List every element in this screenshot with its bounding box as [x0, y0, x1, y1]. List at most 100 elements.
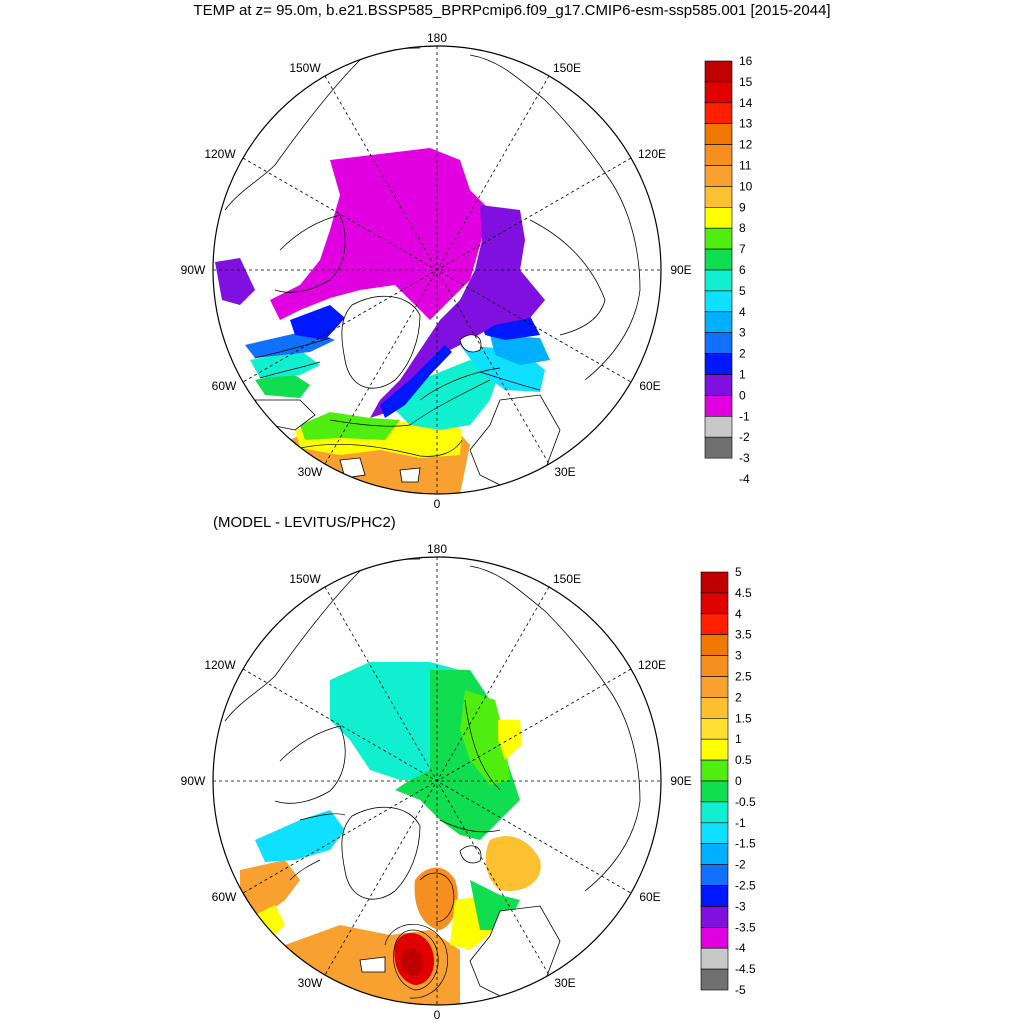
- top-lbl-60e: 60E: [639, 379, 660, 393]
- top-colorbar-label-15: 1: [739, 368, 746, 382]
- top-colorbar-label-9: 7: [739, 242, 746, 256]
- bottom-colorbar-box-11: [700, 801, 729, 824]
- bottom-colorbar-box-19: [700, 968, 729, 991]
- bot-lbl-120e: 120E: [638, 658, 666, 672]
- bottom-colorbar-label-12: -1: [735, 816, 746, 830]
- bottom-colorbar-box-6: [700, 697, 729, 719]
- bottom-colorbar-label-0: 5: [735, 565, 742, 579]
- top-colorbar-box-17: [704, 415, 733, 438]
- bottom-colorbar-label-16: -3: [735, 899, 746, 913]
- top-colorbar-box-0: [704, 60, 733, 83]
- top-arctic-magenta: [270, 148, 490, 320]
- bot-lbl-90e: 90E: [670, 774, 691, 788]
- top-lbl-120e: 120E: [638, 147, 666, 161]
- bot-lbl-60e: 60E: [639, 890, 660, 904]
- bottom-colorbar-box-5: [700, 676, 729, 698]
- bottom-colorbar-label-1: 4.5: [735, 586, 752, 600]
- top-lbl-120w: 120W: [204, 147, 236, 161]
- bottom-colorbar-label-5: 2.5: [735, 670, 752, 684]
- top-colorbar-label-1: 15: [739, 75, 753, 89]
- bottom-colorbar-box-8: [700, 738, 729, 761]
- bottom-colorbar-box-12: [700, 822, 729, 844]
- bottom-colorbar-box-15: [700, 885, 729, 907]
- top-arctic-purple: [370, 205, 545, 418]
- top-colorbar-box-5: [704, 165, 733, 187]
- bot-norwegian-orange: [414, 867, 458, 930]
- top-colorbar-label-19: -3: [739, 451, 750, 465]
- bottom-colorbar-box-9: [700, 759, 729, 782]
- top-colorbar-label-10: 6: [739, 263, 746, 277]
- bot-lbl-150w: 150W: [289, 572, 321, 586]
- top-colorbar-box-1: [704, 81, 733, 104]
- top-colorbar-label-18: -2: [739, 430, 750, 444]
- bot-atlantic-darkred: [401, 947, 423, 976]
- top-colorbar-label-12: 4: [739, 305, 746, 319]
- bottom-colorbar-box-2: [700, 613, 729, 635]
- bottom-colorbar-label-8: 1: [735, 732, 742, 746]
- top-lbl-180: 180: [427, 31, 447, 45]
- bottom-colorbar-box-1: [700, 592, 729, 615]
- top-lbl-90e: 90E: [670, 263, 691, 277]
- top-colorbar-label-6: 10: [739, 179, 753, 193]
- bottom-colorbar-label-20: -5: [735, 983, 746, 997]
- plot-title: TEMP at z= 95.0m, b.e21.BSSP585_BPRPcmip…: [193, 2, 831, 19]
- difference-subtitle: (MODEL - LEVITUS/PHC2): [213, 514, 396, 531]
- bot-lon-labels: 180 0 90W 90E 150W 150E 120W 120E 60W 60…: [181, 542, 692, 1022]
- top-barents-blue: [490, 335, 550, 365]
- bot-lbl-180: 180: [427, 542, 447, 556]
- bot-arctic-yellowgreen: [460, 690, 510, 785]
- top-colorbar-label-13: 3: [739, 326, 746, 340]
- bottom-colorbar-box-14: [700, 864, 729, 886]
- bot-lbl-120w: 120W: [204, 658, 236, 672]
- top-lbl-150w: 150W: [289, 61, 321, 75]
- top-baffin-darkblue: [290, 305, 345, 340]
- top-colorbar-label-3: 13: [739, 117, 753, 131]
- top-colorbar-label-0: 16: [739, 54, 753, 68]
- top-labrador-cyan: [250, 350, 320, 378]
- top-colorbar-box-7: [704, 207, 733, 229]
- bottom-colorbar-label-3: 3.5: [735, 628, 752, 642]
- bot-graticule: [213, 557, 661, 1005]
- top-colorbar-label-14: 2: [739, 347, 746, 361]
- top-colorbar-label-8: 8: [739, 221, 746, 235]
- top-land: [254, 295, 561, 491]
- top-colorbar-box-8: [704, 227, 733, 250]
- top-colorbar-label-4: 12: [739, 138, 753, 152]
- top-colorbar-label-11: 5: [739, 284, 746, 298]
- bottom-colorbar-label-6: 2: [735, 690, 742, 704]
- bottom-colorbar-box-13: [700, 843, 729, 865]
- top-colorbar-box-18: [704, 436, 733, 459]
- top-map: 180 0 90W 90E 150W 150E 120W 120E 60W 60…: [181, 31, 692, 511]
- top-colorbar-box-10: [704, 269, 733, 292]
- bot-lbl-90w: 90W: [181, 774, 206, 788]
- top-lbl-0: 0: [434, 497, 441, 511]
- bot-contours: [289, 699, 501, 999]
- bottom-colorbar-label-2: 4: [735, 607, 742, 621]
- top-colorbar-label-16: 0: [739, 388, 746, 402]
- top-colorbar-box-4: [704, 144, 733, 166]
- bot-land: [341, 806, 561, 1002]
- bottom-colorbar-label-9: 0.5: [735, 753, 752, 767]
- top-lbl-60w: 60W: [212, 379, 237, 393]
- bottom-colorbar-label-17: -3.5: [735, 920, 756, 934]
- top-colorbar-label-17: -1: [739, 409, 750, 423]
- bottom-colorbar: 5 4.5 4 3.5 3 2.5 2 1.5 1 0.5 0 -0.5 -1 -1.5 -2 -2.5 -3 -…: [700, 565, 756, 997]
- bottom-colorbar-box-10: [700, 780, 729, 803]
- bottom-colorbar-label-18: -4: [735, 941, 746, 955]
- top-colorbar-label-7: 9: [739, 200, 746, 214]
- bottom-colorbar-label-4: 3: [735, 649, 742, 663]
- top-contours: [254, 337, 541, 457]
- bot-lbl-150e: 150E: [553, 572, 581, 586]
- bottom-colorbar-label-11: -0.5: [735, 795, 756, 809]
- top-lbl-150e: 150E: [553, 61, 581, 75]
- bottom-colorbar-label-13: -1.5: [735, 837, 756, 851]
- top-colorbar-box-6: [704, 186, 733, 208]
- top-colorbar-box-16: [704, 395, 733, 417]
- bot-arctic-yellow: [498, 720, 522, 760]
- top-lbl-30w: 30W: [298, 465, 323, 479]
- top-colorbar-box-13: [704, 332, 733, 354]
- top-labrador-green: [255, 372, 310, 398]
- top-colorbar-box-9: [704, 248, 733, 271]
- bottom-colorbar-label-10: 0: [735, 774, 742, 788]
